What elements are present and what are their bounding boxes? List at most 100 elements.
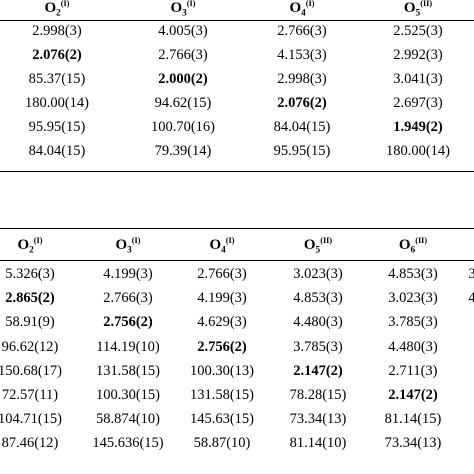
table-cell: 2.756(2) — [197, 338, 247, 355]
header-rule — [0, 20, 474, 21]
header-subscript: 4 — [301, 8, 306, 19]
header-superscript: (I) — [33, 236, 43, 246]
table-cell: 131.58(15) — [189, 387, 255, 403]
table-cell: 2.865(2) — [5, 290, 55, 307]
table-cell: 2.076(2) — [32, 47, 82, 63]
table-cell: 3.785(3) — [293, 338, 343, 355]
table-cell: 2.147(2) — [388, 387, 438, 403]
table-cell: 4.199(3) — [103, 266, 153, 282]
header-superscript: (I) — [225, 236, 235, 246]
column-header: O5(II) — [304, 233, 332, 257]
table-row: 84.04(15) 79.39(14) 95.95(15) 180.00(14) — [0, 139, 474, 163]
table-cell: 2.756(2) — [103, 314, 153, 331]
table-1-bottom-rule — [0, 171, 474, 172]
table-cell: 79.39(14) — [154, 143, 212, 159]
clipped-cell-fragment: 3 — [468, 266, 474, 282]
table-row: 87.46(12) 145.636(15) 58.87(10) 81.14(10) 73… — [0, 431, 474, 455]
table-cell: 2.076(2) — [277, 95, 327, 111]
table-gap — [0, 172, 474, 226]
header-subscript: 5 — [415, 8, 421, 19]
header-subscript: 6 — [410, 245, 416, 256]
table-cell: 94.62(15) — [154, 95, 212, 111]
table-cell: 2.992(3) — [393, 47, 443, 63]
table-cell: 58.91(9) — [5, 314, 55, 331]
header-subscript: 3 — [127, 245, 132, 256]
table-cell: 2.147(2) — [293, 362, 343, 379]
table-cell: 5.326(3) — [5, 266, 55, 282]
table-cell: 85.37(15) — [28, 71, 86, 87]
table-cell: 3.023(3) — [388, 290, 438, 307]
table-cell: 104.71(15) — [0, 411, 63, 428]
table-cell: 145.63(15) — [189, 411, 255, 428]
table-cell: 2.697(3) — [393, 95, 443, 111]
column-header: O4(I) — [209, 233, 234, 257]
header-subscript: 5 — [315, 245, 321, 256]
table-cell: 3.041(3) — [393, 71, 443, 87]
table-row: 2.076(2) 2.766(3) 4.153(3) 2.992(3) — [0, 43, 474, 67]
header-subscript: 3 — [182, 8, 187, 19]
table-cell: 4.853(3) — [388, 266, 438, 282]
table-2-top-rule — [0, 228, 474, 229]
table-1: O2(I) O3(I) O4(I) O5(II) 2.998(3) 4.005(3) 2.7… — [0, 0, 474, 170]
header-rule — [0, 260, 474, 261]
column-header: O4(I) — [289, 0, 314, 20]
table-cell: 4.199(3) — [197, 290, 247, 307]
table-cell: 81.14(15) — [384, 411, 442, 428]
table-cell: 100.70(16) — [150, 119, 216, 135]
header-superscript: (II) — [415, 236, 428, 246]
header-subscript: 2 — [56, 8, 61, 19]
table-row: 2.998(3) 4.005(3) 2.766(3) 2.525(3) — [0, 19, 474, 43]
header-symbol: O — [44, 0, 57, 16]
table-cell: 4.005(3) — [158, 23, 208, 39]
column-header: O3(I) — [170, 0, 195, 20]
table-cell: 73.34(13) — [289, 411, 347, 428]
header-symbol: O — [289, 0, 302, 16]
header-symbol: O — [170, 0, 183, 16]
clipped-cell-fragment: 4 — [468, 290, 474, 307]
table-row: 2.865(2) 2.766(3) 4.199(3) 4.853(3) 3.023(3) — [0, 286, 474, 310]
header-symbol: O — [17, 237, 30, 253]
table-cell: 58.874(10) — [95, 411, 161, 428]
table-cell: 4.153(3) — [277, 47, 327, 63]
header-symbol: O — [303, 237, 316, 253]
table-row: 104.71(15) 58.874(10) 145.63(15) 73.34(13) 8… — [0, 407, 474, 431]
table-cell: 4.629(3) — [197, 314, 247, 331]
header-symbol: O — [403, 0, 416, 16]
table-cell: 145.636(15) — [92, 435, 164, 452]
table-row: 150.68(17) 131.58(15) 100.30(13) 2.147(2) 2.… — [0, 359, 474, 383]
table-cell: 2.766(3) — [197, 266, 247, 282]
header-superscript: (I) — [305, 0, 315, 9]
table-cell: 4.853(3) — [293, 290, 343, 307]
table-cell: 84.04(15) — [28, 143, 86, 159]
table-cell: 180.00(14) — [385, 143, 451, 159]
header-superscript: (I) — [186, 0, 196, 9]
header-superscript: (II) — [320, 236, 333, 246]
table-cell: 58.87(10) — [193, 435, 251, 452]
column-header: O3(I) — [115, 233, 140, 257]
table-cell: 2.525(3) — [393, 23, 443, 39]
table-row: 58.91(9) 2.756(2) 4.629(3) 4.480(3) 3.785(3) — [0, 310, 474, 334]
column-header: O2(I) — [44, 0, 69, 20]
column-header: O5(II) — [404, 0, 432, 20]
table-cell: 2.998(3) — [277, 71, 327, 87]
table-cell: 2.766(3) — [277, 23, 327, 39]
table-cell: 100.30(15) — [95, 387, 161, 403]
table-cell: 2.766(3) — [103, 290, 153, 307]
table-cell: 3.785(3) — [388, 314, 438, 331]
table-cell: 100.30(13) — [189, 362, 255, 379]
table-cell: 3.023(3) — [293, 266, 343, 282]
table-cell: 2.000(2) — [158, 71, 208, 87]
header-subscript: 4 — [221, 245, 226, 256]
table-cell: 180.00(14) — [24, 95, 90, 111]
table-cell: 78.28(15) — [289, 387, 347, 403]
column-header: O6(II) — [399, 233, 427, 257]
header-symbol: O — [115, 237, 128, 253]
table-row: 95.95(15) 100.70(16) 84.04(15) 1.949(2) — [0, 115, 474, 139]
header-superscript: (II) — [420, 0, 433, 9]
table-cell: 1.949(2) — [393, 119, 443, 135]
table-row: 180.00(14) 94.62(15) 2.076(2) 2.697(3) — [0, 91, 474, 115]
table-cell: 2.711(3) — [388, 362, 438, 379]
table-cell: 131.58(15) — [95, 362, 161, 379]
table-row: 5.326(3) 4.199(3) 2.766(3) 3.023(3) 4.853(3) — [0, 262, 474, 286]
table-cell: 4.480(3) — [293, 314, 343, 331]
